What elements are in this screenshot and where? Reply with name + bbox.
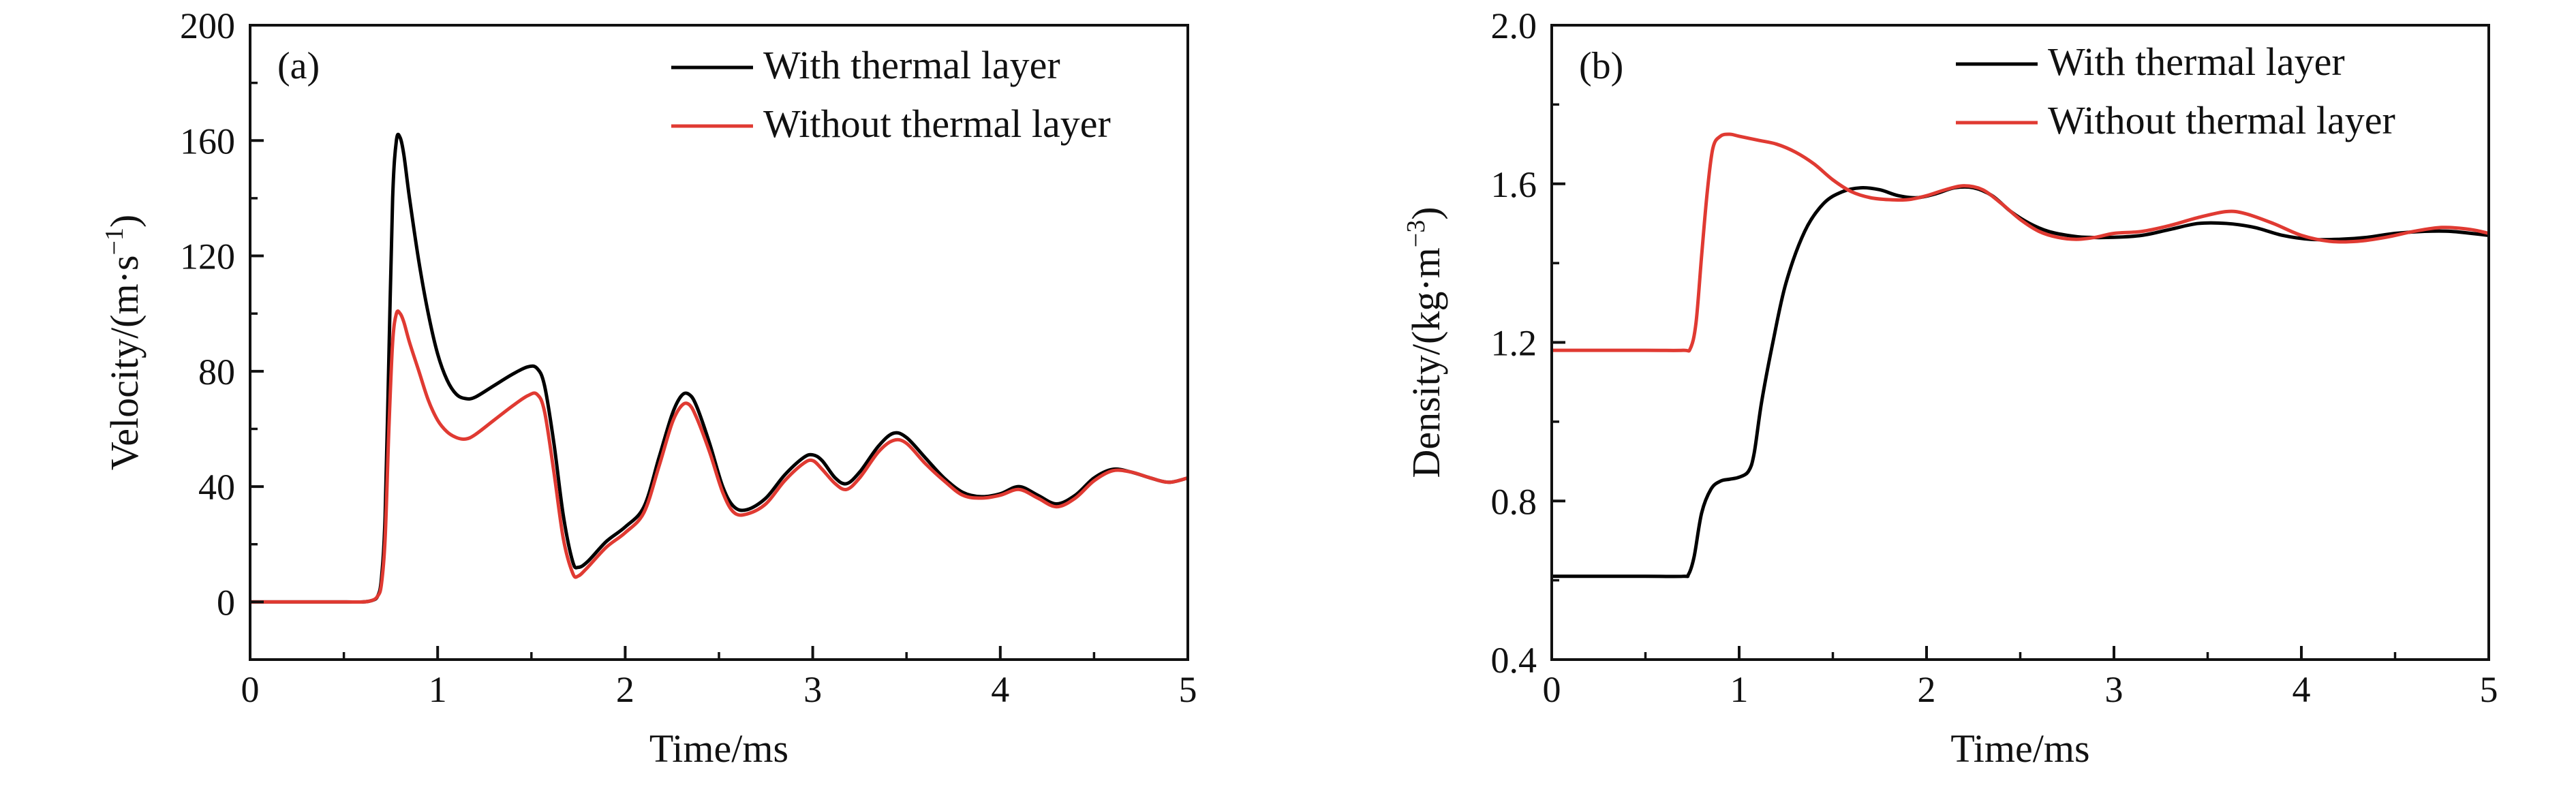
x-tick-label: 1: [429, 669, 447, 710]
x-tick-label: 2: [616, 669, 634, 710]
series-line-with-thermal-layer: [1552, 185, 2489, 578]
legend-label: With thermal layer: [2048, 40, 2345, 84]
x-tick-label: 3: [803, 669, 822, 710]
legend-label: With thermal layer: [763, 43, 1060, 87]
x-tick-label: 5: [1179, 669, 1197, 710]
y-tick-label: 1.2: [1491, 323, 1537, 364]
y-tick-label: 0.4: [1491, 640, 1537, 681]
legend-label: Without thermal layer: [2048, 98, 2395, 142]
panel-a-velocity-chart: 0 1 2 3 4 5 0 40 80 120 160 200 Time/ms Velocity/(m·s…: [100, 5, 1197, 771]
y-axis-title: Velocity/(m·s−1): [100, 215, 147, 470]
y-tick-label: 0.8: [1491, 481, 1537, 522]
series-line-without-thermal-layer: [250, 309, 1188, 604]
panel-label: (a): [277, 45, 320, 87]
x-tick-label: 1: [1730, 669, 1749, 710]
x-tick-label: 3: [2105, 669, 2123, 710]
y-tick-label: 120: [180, 236, 235, 277]
x-tick-label: 2: [1918, 669, 1936, 710]
x-tick-label: 0: [1543, 669, 1561, 710]
x-axis-title: Time/ms: [649, 726, 788, 771]
panel-label: (b): [1579, 45, 1623, 87]
y-tick-label: 2.0: [1491, 5, 1537, 46]
panel-b-density-chart: 0 1 2 3 4 5 0.4 0.8 1.2 1.6 2.0 Time/ms Density/(kg·…: [1402, 5, 2498, 771]
y-tick-label: 200: [180, 5, 235, 46]
x-tick-label: 4: [2293, 669, 2311, 710]
x-axis-title: Time/ms: [1950, 726, 2089, 771]
y-tick-label: 40: [198, 467, 235, 508]
y-axis-title: Density/(kg·m−3): [1402, 206, 1448, 478]
y-tick-label: 160: [180, 121, 235, 161]
series-line-without-thermal-layer: [1552, 132, 2489, 353]
legend-label: Without thermal layer: [763, 102, 1111, 146]
y-tick-label: 1.6: [1491, 164, 1537, 205]
y-tick-label: 0: [217, 582, 235, 623]
x-tick-label: 4: [991, 669, 1009, 710]
y-tick-label: 80: [198, 352, 235, 392]
series-line-with-thermal-layer: [250, 132, 1188, 604]
x-tick-label: 5: [2480, 669, 2498, 710]
x-tick-label: 0: [241, 669, 260, 710]
